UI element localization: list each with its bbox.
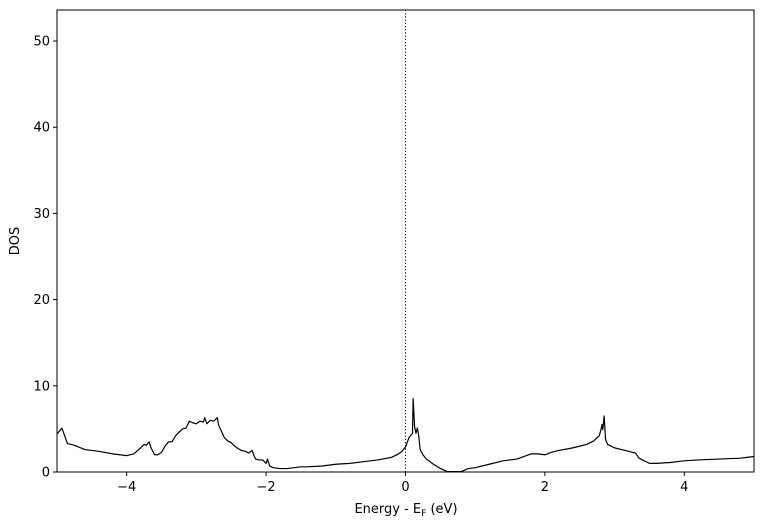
x-axis-label-unit: (eV): [426, 502, 457, 517]
dos-series-line: [57, 398, 754, 472]
y-tick-label: 0: [42, 466, 50, 481]
x-tick-label: −4: [117, 480, 136, 495]
x-tick-label: 2: [541, 480, 549, 495]
y-tick-label: 40: [33, 121, 50, 136]
y-tick-label: 10: [33, 379, 50, 394]
y-tick-label: 30: [33, 207, 50, 222]
x-tick-label: 0: [401, 480, 409, 495]
x-tick-label: 4: [680, 480, 688, 495]
y-tick-label: 20: [33, 293, 50, 308]
x-tick-label: −2: [257, 480, 276, 495]
y-axis-label: DOS: [8, 227, 23, 256]
x-axis-label-subscript: F: [421, 509, 426, 519]
y-tick-label: 50: [33, 35, 50, 50]
x-axis-label: Energy - EF (eV): [354, 502, 457, 519]
plot-area: [57, 10, 754, 472]
x-axis-label-main: Energy - E: [354, 502, 421, 517]
